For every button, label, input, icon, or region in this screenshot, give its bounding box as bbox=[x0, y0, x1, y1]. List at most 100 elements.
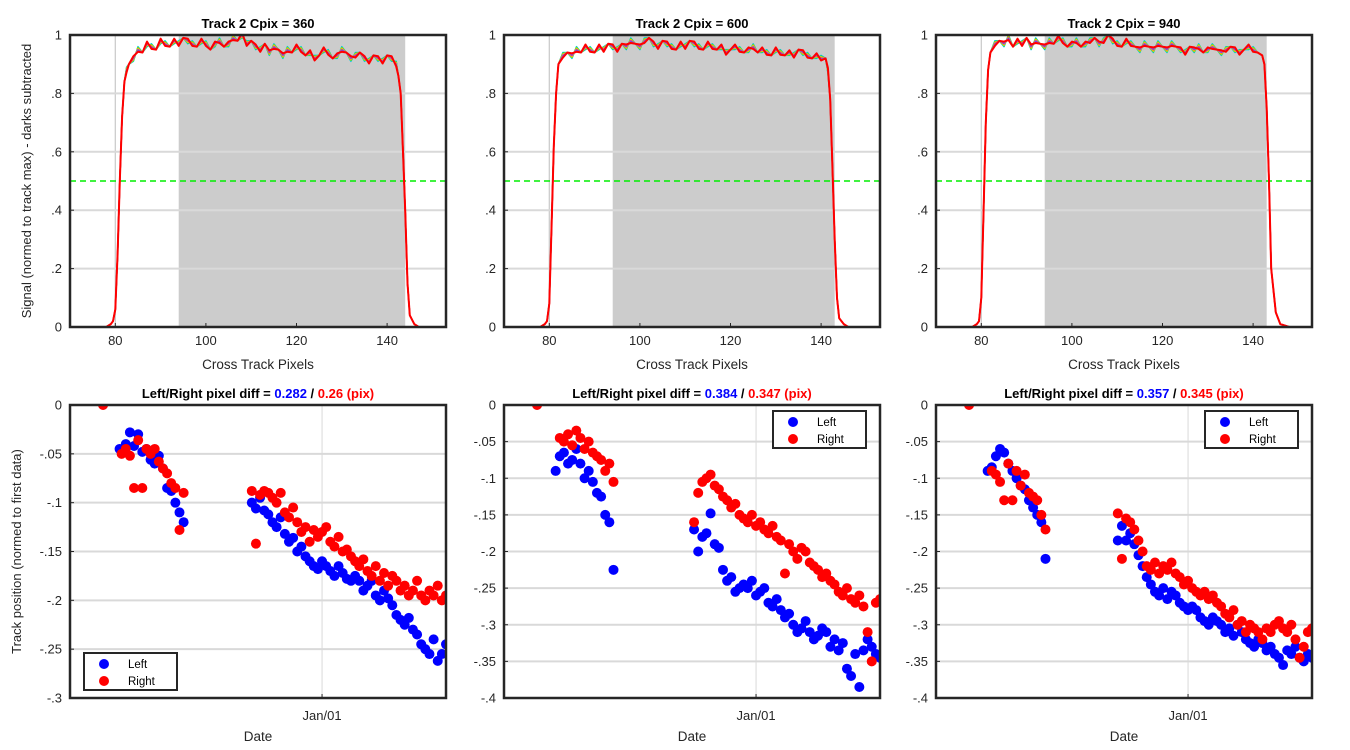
y-ticks: -.3 -.25 -.2 -.15 -.1 -.05 0 bbox=[40, 398, 74, 706]
right-point bbox=[608, 476, 619, 487]
right-point bbox=[779, 568, 790, 579]
legend-marker-left bbox=[1220, 417, 1230, 427]
left-point bbox=[1028, 502, 1039, 513]
right-point bbox=[1273, 616, 1284, 627]
left-point bbox=[999, 447, 1010, 458]
right-point bbox=[462, 605, 472, 615]
right-point bbox=[866, 656, 877, 667]
title-prefix: Left/Right pixel diff = bbox=[1004, 386, 1137, 401]
y-tick-label: 1 bbox=[921, 28, 928, 43]
y-tick-label: -.15 bbox=[906, 507, 928, 522]
title-left-value: 0.384 bbox=[705, 386, 738, 401]
y-tick-label: -.15 bbox=[474, 507, 496, 522]
left-point bbox=[374, 595, 385, 606]
x-ticks: 80 100 120 140 bbox=[108, 323, 398, 348]
x-axis-label: Cross Track Pixels bbox=[636, 357, 748, 372]
y-tick-label: -.3 bbox=[913, 617, 928, 632]
left-point bbox=[829, 634, 840, 645]
right-point bbox=[275, 487, 286, 498]
left-point bbox=[1170, 590, 1181, 601]
right-point bbox=[1183, 575, 1194, 586]
right-point bbox=[1133, 535, 1144, 546]
y-tick-label: -.2 bbox=[913, 544, 928, 559]
gridlines bbox=[936, 92, 1312, 270]
right-point bbox=[850, 597, 861, 608]
x-tick-label: 140 bbox=[1242, 333, 1264, 348]
right-point bbox=[563, 429, 574, 440]
title-prefix: Left/Right pixel diff = bbox=[142, 386, 275, 401]
x-tick-label: 140 bbox=[376, 333, 398, 348]
legend: Left Right bbox=[83, 652, 178, 691]
subplot-4: -.3 -.25 -.2 -.15 -.1 -.05 0 Jan/01 Date Track po… bbox=[9, 386, 472, 744]
x-tick-label: Jan/01 bbox=[1169, 708, 1208, 723]
subplot-3: 0 .2 .4 .6 .8 1 80 100 120 140 Cross Track Pixels T… bbox=[917, 16, 1314, 372]
left-point bbox=[174, 507, 185, 518]
x-tick-label: Jan/01 bbox=[737, 708, 776, 723]
right-point bbox=[1199, 586, 1210, 597]
right-point bbox=[1145, 564, 1156, 575]
y-ticks: -.4 -.35 -.3 -.25 -.2 -.15 -.1 -.05 0 bbox=[474, 398, 508, 706]
right-point bbox=[1011, 465, 1022, 476]
legend-box bbox=[1204, 410, 1299, 449]
left-point bbox=[693, 546, 704, 557]
right-point bbox=[995, 476, 1006, 487]
right-point bbox=[124, 450, 135, 461]
y-tick-label: .8 bbox=[485, 86, 496, 101]
chart-title: Left/Right pixel diff = 0.357 / 0.345 (p… bbox=[1004, 386, 1244, 401]
title-right-value: 0.26 (pix) bbox=[318, 386, 374, 401]
y-tick-label: 0 bbox=[489, 398, 496, 413]
title-prefix: Left/Right pixel diff = bbox=[572, 386, 705, 401]
x-axis-label: Date bbox=[244, 729, 273, 744]
left-point bbox=[124, 427, 135, 438]
left-point bbox=[428, 634, 439, 645]
scatter-points bbox=[98, 405, 472, 666]
left-point bbox=[1112, 535, 1123, 546]
gridlines bbox=[70, 92, 446, 270]
signal-trace-8 bbox=[535, 36, 876, 327]
left-point bbox=[1158, 583, 1169, 594]
right-point bbox=[399, 580, 410, 591]
left-point bbox=[1011, 473, 1022, 484]
right-point bbox=[558, 436, 569, 447]
y-tick-label: -.4 bbox=[481, 691, 496, 706]
x-tick-label: 80 bbox=[974, 333, 988, 348]
right-point bbox=[742, 517, 753, 528]
left-point bbox=[1036, 517, 1047, 528]
left-point bbox=[746, 575, 757, 586]
right-point bbox=[1003, 458, 1014, 469]
left-point bbox=[403, 612, 414, 623]
y-ticks: -.4 -.35 -.3 -.25 -.2 -.15 -.1 -.05 0 bbox=[906, 398, 940, 706]
right-point bbox=[1282, 627, 1293, 638]
left-point bbox=[821, 627, 832, 638]
x-ticks: 80 100 120 140 bbox=[542, 323, 832, 348]
y-axis-label: Track position (normed to first data) bbox=[9, 449, 24, 654]
right-point bbox=[1137, 546, 1148, 557]
left-point bbox=[846, 671, 857, 682]
right-point bbox=[178, 487, 189, 498]
y-tick-label: -.3 bbox=[47, 691, 62, 706]
left-point bbox=[250, 503, 261, 514]
right-point bbox=[1007, 495, 1018, 506]
left-point bbox=[263, 509, 274, 520]
y-tick-label: -.35 bbox=[906, 654, 928, 669]
y-tick-label: 0 bbox=[55, 320, 62, 335]
right-point bbox=[858, 601, 869, 612]
left-point bbox=[596, 491, 607, 502]
left-point bbox=[775, 605, 786, 616]
right-point bbox=[288, 502, 299, 513]
left-point bbox=[800, 616, 811, 627]
right-point bbox=[1154, 568, 1165, 579]
x-ticks: Jan/01 bbox=[303, 694, 342, 723]
right-point bbox=[370, 561, 381, 572]
left-point bbox=[583, 465, 594, 476]
title-right-value: 0.345 (pix) bbox=[1180, 386, 1244, 401]
chart-title: Track 2 Cpix = 360 bbox=[201, 16, 314, 31]
right-point bbox=[1286, 619, 1297, 630]
y-axis-label: Signal (normed to track max) - darks sub… bbox=[19, 44, 34, 319]
y-ticks: 0 .2 .4 .6 .8 1 bbox=[485, 28, 508, 335]
y-tick-label: -.4 bbox=[913, 691, 928, 706]
y-ticks: 0 .2 .4 .6 .8 1 bbox=[51, 28, 74, 335]
left-point bbox=[587, 476, 598, 487]
right-point bbox=[137, 483, 148, 494]
right-point bbox=[713, 484, 724, 495]
